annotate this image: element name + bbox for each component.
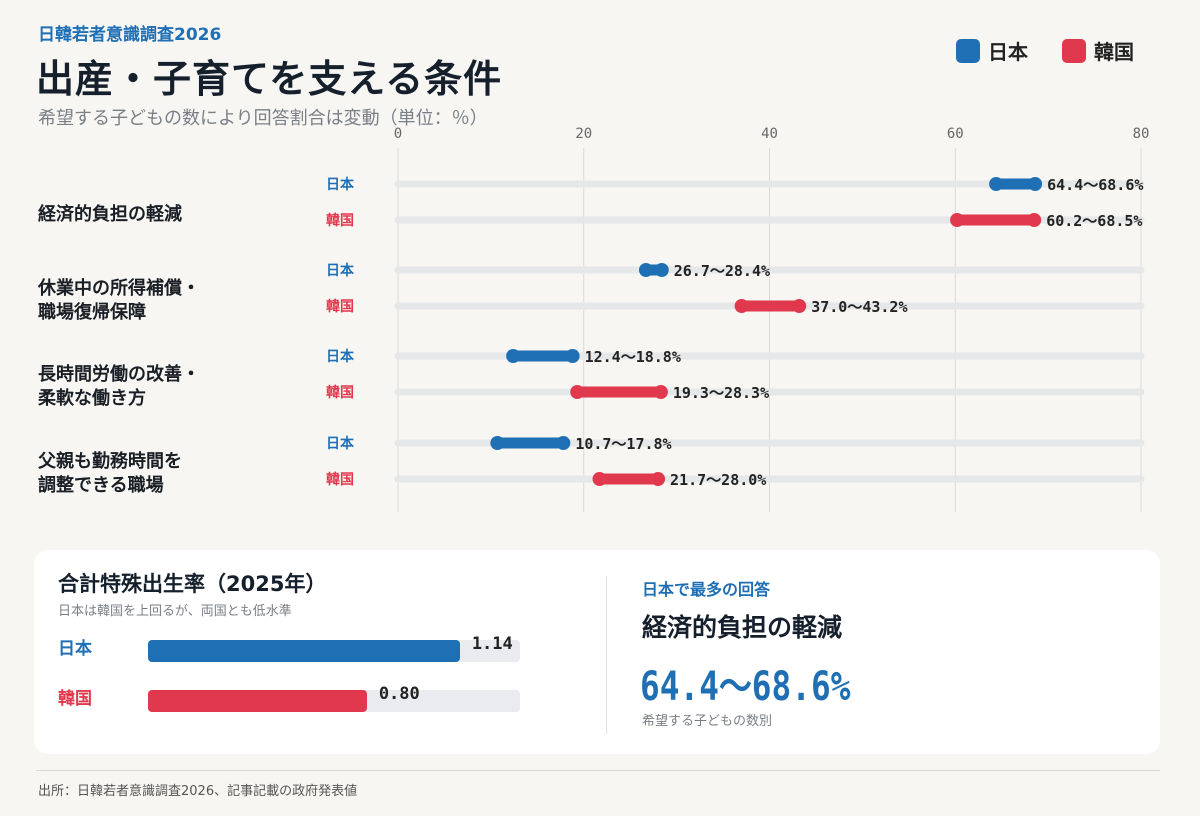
- highlight-kicker: 日本で最多の回答: [642, 580, 771, 599]
- source-note: 出所：日韓若者意識調査2026、記事記載の政府発表値: [38, 784, 358, 799]
- card-divider: [606, 576, 607, 734]
- legend-swatch-japan: [956, 38, 980, 63]
- range-low-dot: [570, 385, 585, 399]
- category-label: 休業中の所得補償・: [37, 277, 200, 299]
- range-high-dot: [654, 263, 669, 277]
- row-country-label: 日本: [326, 176, 355, 193]
- range-high-dot: [565, 349, 580, 363]
- range-value-label: 60.2〜68.5%: [1046, 212, 1142, 230]
- range-low-dot: [506, 349, 521, 363]
- row-country-label: 韓国: [326, 471, 354, 488]
- range-value-label: 12.4〜18.8%: [585, 348, 681, 366]
- page-subtitle: 希望する子どもの数により回答割合は変動（単位：％）: [38, 108, 488, 129]
- range-high-dot: [653, 385, 668, 399]
- tfr-subtitle: 日本は韓国を上回るが、両国とも低水準: [58, 604, 292, 619]
- range-value-label: 64.4〜68.6%: [1047, 176, 1143, 194]
- range-low-dot: [638, 263, 653, 277]
- range-low-dot: [989, 177, 1004, 191]
- tfr-track-korea: [148, 690, 520, 712]
- row-country-label: 韓国: [326, 384, 354, 401]
- tfr-title: 合計特殊出生率（2025年）: [58, 572, 327, 596]
- legend-item-korea: 韓国: [1062, 36, 1134, 65]
- range-value-label: 37.0〜43.2%: [811, 298, 907, 316]
- category-label: 長時間労働の改善・: [38, 363, 200, 385]
- tfr-country-japan: 日本: [58, 639, 92, 659]
- tfr-country-korea: 韓国: [58, 689, 92, 709]
- row-country-label: 日本: [326, 262, 355, 279]
- category-label: 調整できる職場: [38, 474, 164, 496]
- range-value-label: 21.7〜28.0%: [670, 471, 766, 489]
- legend-item-japan: 日本: [956, 36, 1028, 65]
- row-country-label: 韓国: [326, 298, 354, 315]
- tfr-row-korea: 韓国 0.80: [58, 684, 558, 714]
- highlight-value: 64.4〜68.6%: [640, 664, 851, 710]
- x-tick-label: 80: [1133, 126, 1150, 142]
- survey-kicker: 日韓若者意識調査2026: [38, 25, 222, 45]
- legend-swatch-korea: [1062, 38, 1086, 63]
- x-tick-label: 20: [575, 126, 592, 142]
- x-tick-label: 40: [761, 126, 778, 142]
- x-tick-label: 60: [947, 126, 964, 142]
- legend: 日本 韓国: [956, 36, 1134, 65]
- tfr-row-japan: 日本 1.14: [58, 634, 558, 664]
- x-tick-label: 0: [394, 126, 402, 142]
- highlight-note: 希望する子どもの数別: [642, 714, 773, 729]
- range-low-dot: [734, 299, 749, 313]
- page-title: 出産・子育てを支える条件: [36, 57, 503, 101]
- range-high-dot: [792, 299, 807, 313]
- range-value-label: 10.7〜17.8%: [575, 435, 671, 453]
- summary-card: 合計特殊出生率（2025年） 日本は韓国を上回るが、両国とも低水準 日本 1.1…: [34, 550, 1160, 754]
- category-label: 父親も勤務時間を: [38, 450, 182, 472]
- range-high-dot: [1028, 177, 1043, 191]
- range-low-dot: [592, 472, 607, 486]
- category-label: 柔軟な働き方: [38, 387, 146, 409]
- range-low-dot: [490, 436, 505, 450]
- range-value-label: 19.3〜28.3%: [673, 384, 769, 402]
- tfr-bar-korea: [148, 690, 367, 712]
- tfr-bar-japan: [148, 640, 460, 662]
- row-country-label: 韓国: [326, 212, 354, 229]
- range-low-dot: [950, 213, 965, 227]
- highlight-item: 経済的負担の軽減: [642, 613, 843, 642]
- category-label: 経済的負担の軽減: [38, 203, 182, 225]
- tfr-value-japan: 1.14: [471, 634, 513, 654]
- footer-divider: [36, 770, 1160, 771]
- legend-label-japan: 日本: [988, 40, 1028, 64]
- row-country-label: 日本: [326, 435, 355, 452]
- range-value-label: 26.7〜28.4%: [674, 262, 770, 280]
- category-label: 職場復帰保障: [38, 301, 146, 323]
- row-country-label: 日本: [326, 348, 355, 365]
- tfr-track-japan: [148, 640, 520, 662]
- range-high-dot: [651, 472, 666, 486]
- tfr-value-korea: 0.80: [378, 684, 420, 704]
- range-high-dot: [1027, 213, 1042, 227]
- legend-label-korea: 韓国: [1094, 40, 1134, 64]
- range-high-dot: [556, 436, 571, 450]
